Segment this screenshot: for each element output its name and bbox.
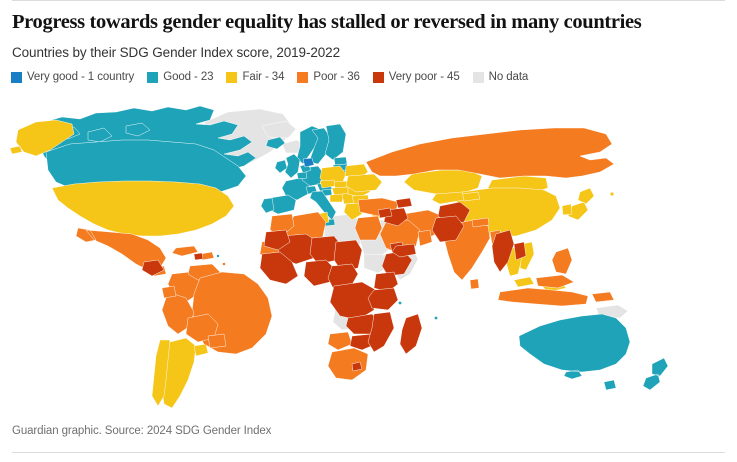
- region-georgia-armenia[interactable]: [395, 197, 413, 209]
- page-title: Progress towards gender equality has sta…: [12, 11, 642, 33]
- region-syria[interactable]: [377, 207, 393, 219]
- region-estonia[interactable]: [333, 156, 348, 166]
- region-uzbekistan[interactable]: [431, 191, 465, 205]
- legend-label-fair: Fair - 34: [242, 71, 285, 83]
- map-group-islands: [216, 192, 614, 320]
- map-legend: Very good - 1 country Good - 23 Fair - 3…: [11, 71, 541, 83]
- island-mauritius[interactable]: [434, 316, 438, 320]
- region-ireland[interactable]: [274, 159, 288, 174]
- region-new-zealand[interactable]: [642, 357, 669, 391]
- region-sweden[interactable]: [308, 127, 332, 165]
- legend-swatch-no-data: [472, 71, 484, 83]
- region-cuba[interactable]: [171, 245, 199, 257]
- legend-item-poor[interactable]: Poor - 36: [297, 71, 360, 83]
- region-laos[interactable]: [513, 241, 527, 261]
- region-south-korea[interactable]: [561, 203, 573, 216]
- region-united-states[interactable]: [51, 180, 235, 237]
- region-oman-uae[interactable]: [417, 229, 433, 247]
- region-namibia-botswana[interactable]: [327, 331, 353, 351]
- island-trinidad[interactable]: [222, 262, 226, 266]
- bottom-divider: [12, 452, 725, 453]
- region-chile[interactable]: [151, 339, 171, 407]
- legend-item-fair[interactable]: Fair - 34: [226, 71, 284, 83]
- map-group-good: [37, 105, 669, 391]
- region-indonesia[interactable]: [497, 274, 615, 307]
- region-russia[interactable]: [365, 127, 615, 179]
- region-greece[interactable]: [343, 202, 363, 221]
- region-haiti[interactable]: [193, 252, 204, 261]
- region-mauritania[interactable]: [263, 229, 291, 251]
- region-philippines[interactable]: [551, 247, 573, 275]
- legend-item-very-good[interactable]: Very good - 1 country: [11, 71, 134, 83]
- region-paraguay[interactable]: [207, 333, 227, 349]
- region-morocco[interactable]: [269, 213, 295, 237]
- region-myanmar[interactable]: [491, 229, 515, 273]
- legend-label-very-poor: Very poor - 45: [388, 71, 460, 83]
- region-peru[interactable]: [161, 291, 195, 335]
- top-divider: [12, 0, 725, 1]
- region-australia[interactable]: [518, 313, 631, 380]
- legend-label-no-data: No data: [488, 71, 529, 83]
- world-choropleth-map[interactable]: [0, 96, 737, 416]
- legend-swatch-very-poor: [372, 71, 384, 83]
- region-south-africa[interactable]: [327, 347, 369, 381]
- map-svg: [0, 96, 737, 416]
- legend-item-very-poor[interactable]: Very poor - 45: [372, 71, 460, 83]
- region-chad[interactable]: [333, 239, 363, 273]
- region-mozambique[interactable]: [367, 311, 395, 353]
- legend-swatch-poor: [297, 71, 309, 83]
- region-finland[interactable]: [324, 123, 347, 161]
- island-kuril[interactable]: [610, 192, 614, 196]
- region-belgium[interactable]: [296, 171, 308, 180]
- region-madagascar[interactable]: [399, 313, 423, 355]
- region-sri-lanka[interactable]: [469, 278, 480, 290]
- legend-item-good[interactable]: Good - 23: [147, 71, 214, 83]
- region-iceland[interactable]: [265, 136, 286, 150]
- region-south-sudan[interactable]: [363, 253, 390, 274]
- map-group-very-poor: [141, 197, 527, 372]
- region-uruguay[interactable]: [193, 343, 209, 357]
- legend-item-no-data[interactable]: No data: [472, 71, 529, 83]
- region-lesotho[interactable]: [351, 361, 363, 372]
- region-pakistan[interactable]: [431, 215, 465, 243]
- map-group-very-good: [302, 157, 315, 168]
- legend-swatch-good: [147, 71, 159, 83]
- region-yemen[interactable]: [391, 243, 417, 258]
- region-united-kingdom[interactable]: [284, 153, 301, 179]
- legend-label-very-good: Very good - 1 country: [27, 71, 135, 83]
- legend-swatch-fair: [226, 71, 238, 83]
- island-lesser-antilles[interactable]: [216, 254, 220, 258]
- region-france[interactable]: [281, 177, 311, 201]
- island-comoros[interactable]: [398, 301, 402, 305]
- legend-label-poor: Poor - 36: [313, 71, 360, 83]
- region-ecuador[interactable]: [161, 285, 177, 299]
- legend-swatch-very-good: [11, 71, 22, 83]
- region-alaska[interactable]: [9, 119, 75, 157]
- region-tasmania[interactable]: [603, 379, 617, 391]
- region-guatemala-vp[interactable]: [141, 259, 165, 277]
- region-nepal[interactable]: [471, 217, 490, 228]
- region-ukraine[interactable]: [345, 173, 383, 193]
- region-egypt[interactable]: [354, 215, 383, 241]
- region-tanzania[interactable]: [367, 287, 399, 311]
- region-portugal[interactable]: [260, 197, 275, 214]
- region-eastern-europe-gap[interactable]: [261, 120, 297, 139]
- region-croatia[interactable]: [329, 193, 345, 203]
- region-denmark[interactable]: [302, 157, 315, 168]
- region-west-africa-coast[interactable]: [259, 251, 299, 285]
- page-subtitle: Countries by their SDG Gender Index scor…: [12, 45, 340, 60]
- region-norway[interactable]: [296, 125, 323, 165]
- source-credit: Guardian graphic. Source: 2024 SDG Gende…: [12, 425, 272, 437]
- legend-label-good: Good - 23: [163, 71, 214, 83]
